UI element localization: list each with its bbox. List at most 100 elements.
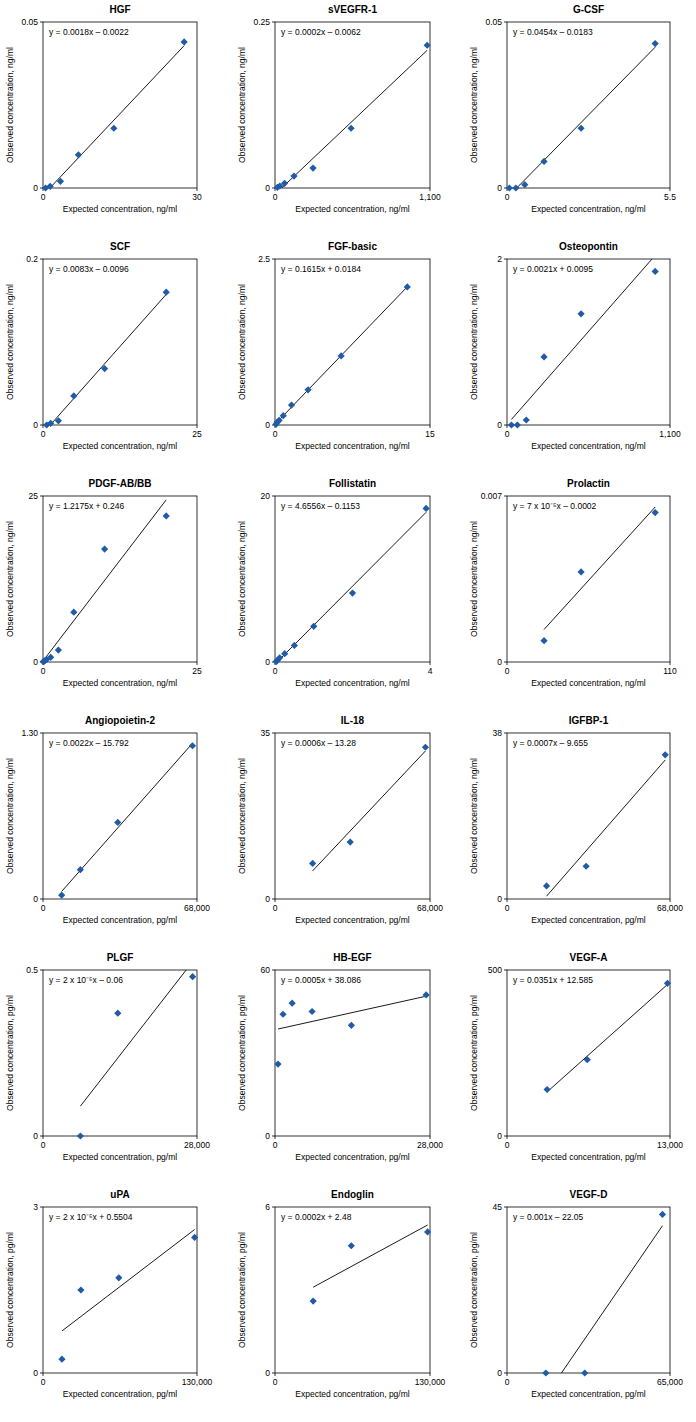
equation: y = 2 x 10⁻⁵x – 0.06 bbox=[49, 975, 123, 985]
plot-frame bbox=[507, 970, 670, 1136]
chart-title: Osteopontin bbox=[559, 241, 618, 252]
x-tick bbox=[43, 425, 44, 428]
y-tick-label: 0 bbox=[33, 1131, 38, 1141]
x-axis-title: Expected concentration, pg/ml bbox=[531, 1389, 645, 1399]
equation: y = 0.0002x + 2.48 bbox=[281, 1212, 352, 1222]
data-point bbox=[540, 637, 547, 644]
equation: y = 0.0454x – 0.0183 bbox=[513, 27, 593, 37]
data-point bbox=[279, 1011, 286, 1018]
figure: HGF03000.05Expected concentration, ng/ml… bbox=[0, 0, 696, 1422]
y-axis-title: Observed concentration, ng/ml bbox=[5, 47, 15, 163]
y-tick-label: 0 bbox=[497, 1368, 502, 1378]
x-axis-title: Expected concentration, ng/ml bbox=[531, 441, 645, 451]
x-tick-label: 0 bbox=[273, 1140, 278, 1150]
data-point bbox=[47, 654, 54, 661]
y-tick-label: 0 bbox=[33, 420, 38, 430]
data-point bbox=[77, 1132, 84, 1139]
plot-frame bbox=[43, 733, 197, 899]
y-tick-label: 0 bbox=[33, 657, 38, 667]
y-tick bbox=[40, 733, 43, 734]
x-tick bbox=[197, 1373, 198, 1376]
plot-frame bbox=[507, 259, 670, 425]
data-point bbox=[163, 512, 170, 519]
data-point bbox=[115, 1274, 122, 1281]
chart-title: Endoglin bbox=[331, 1189, 374, 1200]
data-point bbox=[114, 1010, 121, 1017]
y-tick bbox=[40, 259, 43, 260]
x-axis-title: Expected concentration, ng/ml bbox=[531, 678, 645, 688]
y-tick bbox=[504, 733, 507, 734]
data-point bbox=[338, 352, 345, 359]
y-tick-label: 0 bbox=[265, 1368, 270, 1378]
chart-panel: HGF03000.05Expected concentration, ng/ml… bbox=[5, 4, 202, 214]
x-tick-label: 13,000 bbox=[657, 1140, 683, 1150]
y-axis-title: Observed concentration, pg/ml bbox=[5, 1232, 15, 1348]
x-tick bbox=[430, 188, 431, 191]
data-point bbox=[583, 863, 590, 870]
y-tick bbox=[272, 259, 275, 260]
data-point bbox=[280, 412, 287, 419]
x-tick bbox=[670, 188, 671, 191]
data-point bbox=[189, 742, 196, 749]
y-tick bbox=[504, 259, 507, 260]
equation: y = 0.0021x + 0.0095 bbox=[513, 264, 593, 274]
x-tick bbox=[670, 899, 671, 902]
data-point bbox=[55, 417, 62, 424]
y-tick-label: 20 bbox=[261, 491, 271, 501]
x-tick-label: 25 bbox=[192, 429, 202, 439]
y-tick bbox=[504, 970, 507, 971]
x-axis-title: Expected concentration, pg/ml bbox=[295, 1152, 409, 1162]
y-tick-label: 0 bbox=[33, 894, 38, 904]
chart-panel: Prolactin011000.007Expected concentratio… bbox=[469, 478, 677, 688]
trend-group bbox=[47, 294, 167, 425]
trend-line bbox=[43, 500, 166, 661]
x-tick-label: 0 bbox=[273, 666, 278, 676]
y-tick-label: 38 bbox=[493, 728, 503, 738]
data-point bbox=[114, 819, 121, 826]
x-axis-title: Expected concentration, ng/ml bbox=[295, 678, 409, 688]
x-tick bbox=[670, 662, 671, 665]
x-tick bbox=[430, 899, 431, 902]
x-tick bbox=[197, 899, 198, 902]
y-tick bbox=[504, 899, 507, 900]
x-axis-title: Expected concentration, ng/ml bbox=[531, 204, 645, 214]
data-point bbox=[47, 183, 54, 190]
trend-group bbox=[277, 50, 427, 188]
x-tick-label: 1,100 bbox=[419, 192, 441, 202]
y-axis-title: Observed concentration, ng/ml bbox=[237, 47, 247, 163]
data-point bbox=[181, 38, 188, 45]
y-tick-label: 60 bbox=[261, 965, 271, 975]
data-point bbox=[652, 268, 659, 275]
trend-line bbox=[276, 512, 426, 662]
equation: y = 0.0005x + 38.086 bbox=[281, 975, 361, 985]
data-point bbox=[577, 125, 584, 132]
y-tick-label: 0.05 bbox=[485, 17, 502, 27]
equation: y = 0.0006x – 13.28 bbox=[281, 738, 356, 748]
y-tick-label: 500 bbox=[488, 965, 502, 975]
y-tick bbox=[504, 1373, 507, 1374]
equation: y = 0.0018x – 0.0022 bbox=[49, 27, 129, 37]
data-point bbox=[290, 172, 297, 179]
data-point bbox=[664, 980, 671, 987]
y-tick-label: 35 bbox=[261, 728, 271, 738]
data-point bbox=[55, 646, 62, 653]
chart-panel: uPA0130,00003Expected concentration, pg/… bbox=[5, 1189, 213, 1399]
trend-line bbox=[276, 287, 407, 423]
data-point bbox=[101, 365, 108, 372]
points bbox=[274, 991, 429, 1067]
trend-group bbox=[46, 46, 185, 188]
y-tick bbox=[40, 1136, 43, 1137]
data-point bbox=[310, 1297, 317, 1304]
chart-panel: VEGF-A013,0000500Expected concentration,… bbox=[469, 952, 683, 1162]
chart-title: HB-EGF bbox=[333, 952, 371, 963]
trend-group bbox=[276, 287, 407, 423]
data-point bbox=[423, 505, 430, 512]
y-tick-label: 0 bbox=[265, 894, 270, 904]
data-point bbox=[70, 392, 77, 399]
points bbox=[43, 289, 170, 429]
y-tick bbox=[272, 733, 275, 734]
plot-frame bbox=[43, 259, 197, 425]
data-point bbox=[191, 1234, 198, 1241]
x-tick bbox=[507, 899, 508, 902]
y-axis-title: Observed concentration, ng/ml bbox=[237, 758, 247, 874]
